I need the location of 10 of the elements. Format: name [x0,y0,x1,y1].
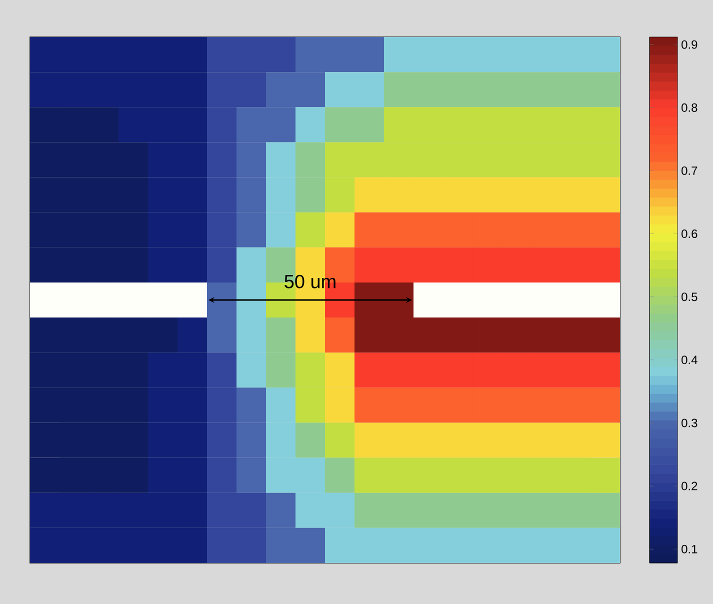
color-bar-label: 0.1 [682,544,698,554]
color-bar-label: 0.5 [682,292,698,302]
color-bar-label: 0.8 [682,103,698,112]
color-bar-label: 0.2 [682,482,698,490]
color-bar-label: 0.6 [682,230,698,238]
color-bar-label: 0.9 [682,40,698,49]
color-bar-label: 0.7 [682,166,698,175]
color-bar-label: 0.4 [682,356,698,364]
color-bar-label: 0.3 [682,418,698,428]
annotation: 50 um [284,274,336,288]
